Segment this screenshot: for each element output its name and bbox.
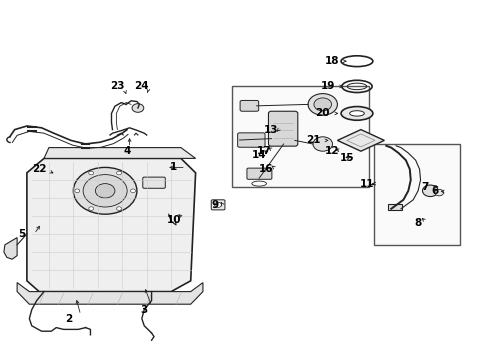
Text: 10: 10 — [166, 215, 181, 225]
Text: 14: 14 — [251, 150, 266, 160]
Text: 9: 9 — [211, 200, 218, 210]
Circle shape — [89, 171, 94, 175]
Circle shape — [307, 94, 337, 115]
Text: 4: 4 — [123, 146, 131, 156]
Text: 12: 12 — [325, 146, 339, 156]
Text: 24: 24 — [134, 81, 149, 91]
Circle shape — [434, 189, 443, 196]
Text: 3: 3 — [141, 305, 147, 315]
Text: 6: 6 — [431, 186, 438, 196]
Circle shape — [83, 175, 127, 207]
Text: 22: 22 — [32, 164, 46, 174]
Text: 20: 20 — [315, 108, 329, 118]
Text: 17: 17 — [256, 146, 271, 156]
Text: 8: 8 — [414, 218, 421, 228]
Bar — [387, 204, 402, 210]
Circle shape — [312, 137, 332, 151]
FancyBboxPatch shape — [142, 177, 165, 188]
Polygon shape — [44, 148, 195, 158]
Text: 7: 7 — [421, 182, 428, 192]
Text: 18: 18 — [325, 56, 339, 66]
Text: 19: 19 — [320, 81, 334, 91]
FancyBboxPatch shape — [246, 168, 271, 179]
Text: 13: 13 — [264, 125, 278, 135]
Circle shape — [95, 184, 115, 198]
Circle shape — [214, 202, 221, 207]
Text: 21: 21 — [305, 135, 320, 145]
Circle shape — [130, 189, 135, 193]
Polygon shape — [337, 130, 384, 151]
Text: 15: 15 — [339, 153, 354, 163]
Text: 2: 2 — [65, 314, 72, 324]
Circle shape — [88, 207, 93, 210]
Circle shape — [73, 167, 137, 214]
Text: 1: 1 — [170, 162, 177, 172]
FancyBboxPatch shape — [211, 200, 224, 210]
Circle shape — [116, 207, 121, 210]
FancyBboxPatch shape — [268, 111, 297, 146]
Circle shape — [313, 98, 331, 111]
Text: 11: 11 — [359, 179, 373, 189]
Circle shape — [75, 189, 80, 193]
Circle shape — [116, 171, 121, 175]
Text: 5: 5 — [19, 229, 25, 239]
Circle shape — [132, 104, 143, 112]
Bar — [232, 86, 368, 187]
Polygon shape — [17, 283, 203, 304]
Polygon shape — [27, 158, 195, 292]
Polygon shape — [4, 238, 17, 259]
Text: 23: 23 — [110, 81, 124, 91]
Bar — [373, 144, 459, 245]
Ellipse shape — [341, 107, 372, 120]
FancyBboxPatch shape — [237, 133, 264, 147]
Circle shape — [422, 185, 437, 197]
FancyBboxPatch shape — [240, 100, 258, 111]
Ellipse shape — [349, 111, 364, 116]
Text: 16: 16 — [259, 164, 273, 174]
